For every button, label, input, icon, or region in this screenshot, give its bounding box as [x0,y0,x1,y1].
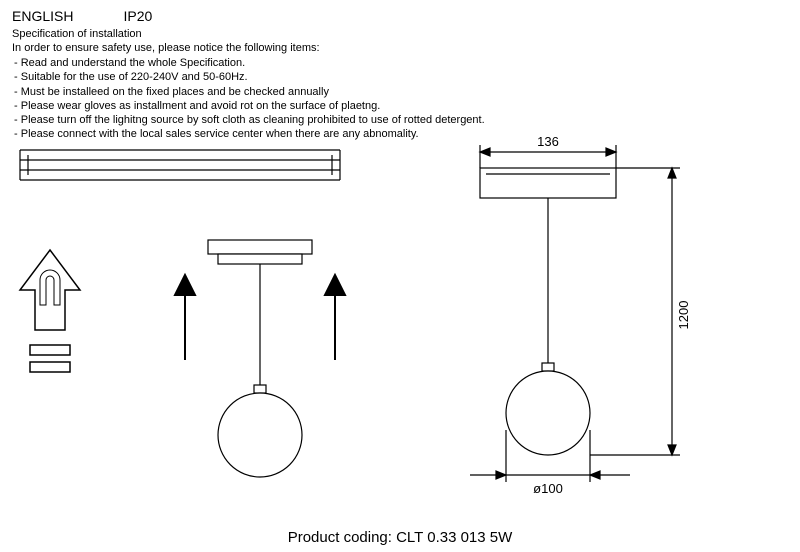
header-row: ENGLISH IP20 [12,8,788,24]
dim-mount-width: 136 [480,134,616,168]
dim-label-width: 136 [537,134,559,149]
language-label: ENGLISH [12,8,73,24]
dim-drop-height: 1200 [590,168,691,455]
spec-title: Specification of installation [12,28,788,40]
track-rail [20,150,340,180]
pendant-install-view [175,240,345,477]
up-arrow-right [325,275,345,360]
spec-item: Please turn off the lighitng source by s… [14,113,788,127]
spec-item: Please wear gloves as installment and av… [14,99,788,113]
ip-rating: IP20 [123,8,152,24]
spec-item: Read and understand the whole Specificat… [14,56,788,70]
installation-diagram: 136 1200 ø100 [0,130,800,510]
product-coding: Product coding: CLT 0.33 013 5W [0,529,800,546]
magnet-insert-icon [20,250,80,372]
spec-list: Read and understand the whole Specificat… [12,56,788,142]
header-block: ENGLISH IP20 Specification of installati… [0,0,800,144]
spec-intro: In order to ensure safety use, please no… [12,42,788,54]
spec-item: Must be installeed on the fixed places a… [14,85,788,99]
up-arrow-left [175,275,195,360]
dim-label-diameter: ø100 [533,481,563,496]
pendant-dimension-view: 136 1200 ø100 [470,134,691,496]
dim-label-height: 1200 [676,301,691,330]
spec-item: Suitable for the use of 220-240V and 50-… [14,70,788,84]
